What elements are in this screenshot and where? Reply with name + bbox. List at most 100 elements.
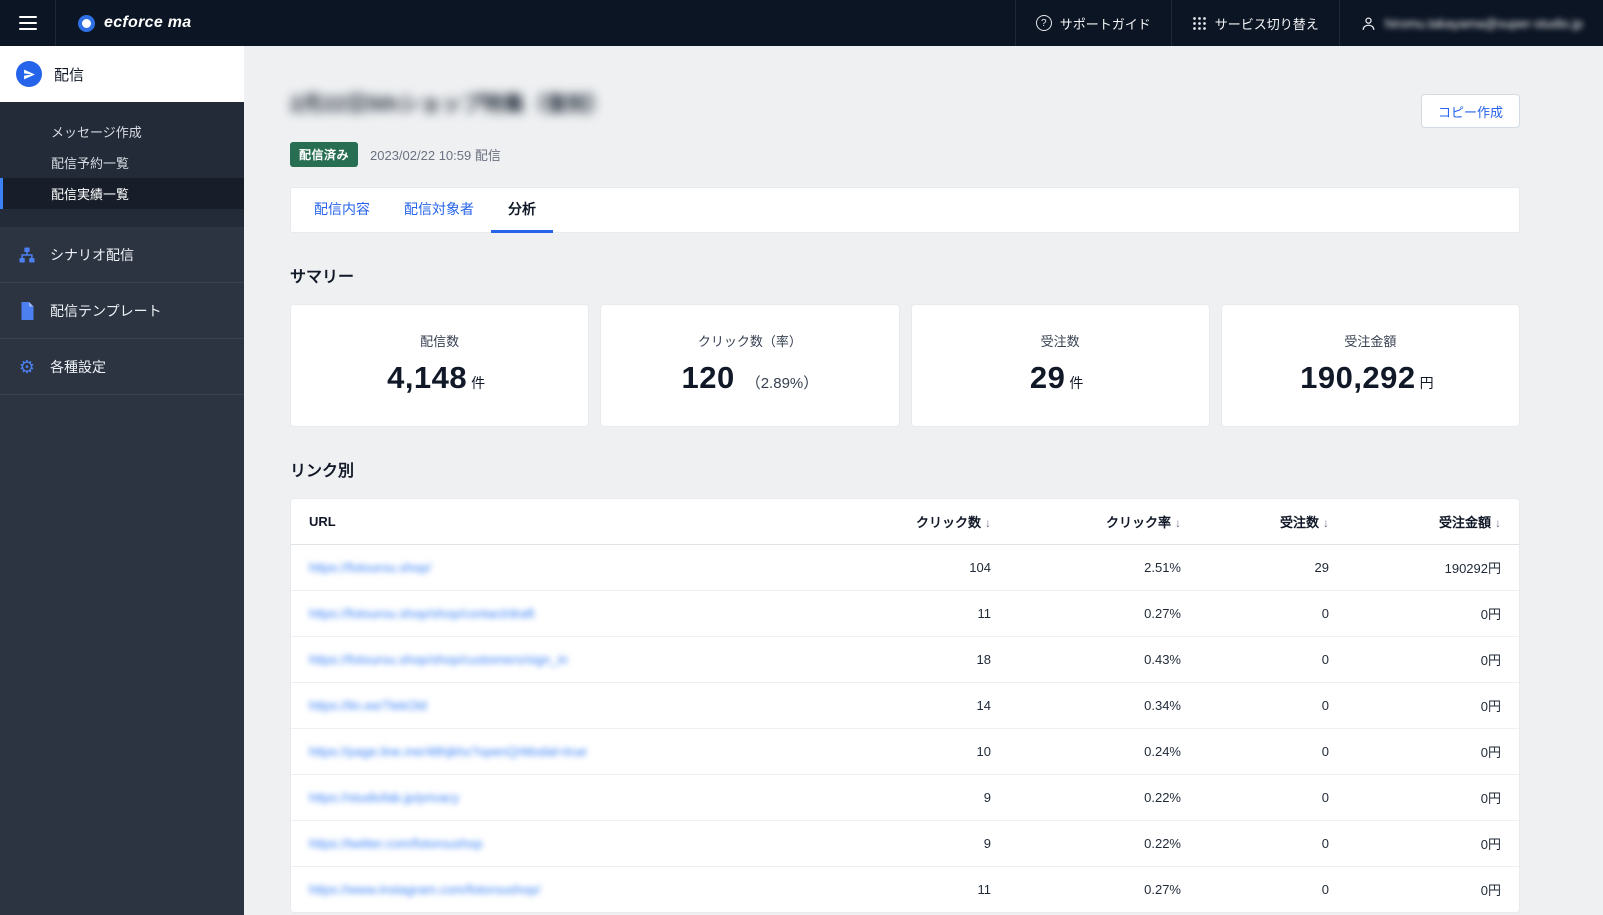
tab-delivery-content[interactable]: 配信内容: [314, 201, 370, 217]
click-rate-value: 0.22%: [1009, 820, 1199, 867]
url-link[interactable]: https://page.line.me/48hjkhx?openQrModal…: [309, 744, 587, 759]
tab-analysis[interactable]: 分析: [491, 188, 553, 233]
amount-value: 0円: [1347, 728, 1519, 775]
clicks-value: 11: [819, 590, 1009, 637]
topbar-left: ecforce ma: [0, 0, 214, 46]
sidebar-item-delivery-template[interactable]: 配信テンプレート: [0, 283, 244, 339]
status-badge: 配信済み: [290, 142, 359, 167]
orders-value: 0: [1199, 820, 1347, 867]
amount-value: 0円: [1347, 590, 1519, 637]
sidebar-item-delivery[interactable]: 配信: [0, 46, 244, 102]
url-link[interactable]: https://www.instagram.com/fotoroushop/: [309, 882, 541, 897]
clicks-value: 104: [819, 544, 1009, 591]
amount-value: 0円: [1347, 774, 1519, 821]
url-link[interactable]: https://lin.ee/7lekOld: [309, 698, 427, 713]
amount-value: 190292円: [1347, 544, 1519, 591]
column-header-url[interactable]: URL: [309, 514, 336, 529]
document-icon: [16, 301, 38, 320]
orders-value: 0: [1199, 682, 1347, 729]
send-icon: [16, 61, 42, 87]
detail-tabs: 配信内容 配信対象者 分析: [290, 187, 1520, 233]
sort-desc-icon[interactable]: ↓: [1323, 516, 1329, 530]
help-icon: ?: [1035, 15, 1052, 31]
url-link[interactable]: https://twitter.com/fotoroushop: [309, 836, 483, 851]
tab-delivery-audience[interactable]: 配信対象者: [404, 201, 474, 217]
topbar: ecforce ma ? サポートガイド サービス切り替え hiromu.tak…: [0, 0, 1603, 46]
card-sub-value: （2.89%）: [745, 375, 819, 392]
hamburger-icon: [18, 16, 37, 30]
service-switch-link[interactable]: サービス切り替え: [1170, 0, 1339, 46]
grid-icon: [1192, 16, 1206, 30]
card-label: 受注金額: [1344, 334, 1397, 349]
sidebar-template-label: 配信テンプレート: [50, 302, 162, 319]
click-rate-value: 2.51%: [1009, 544, 1199, 591]
card-value: 29 件: [922, 360, 1199, 396]
column-header-clicks[interactable]: クリック数: [915, 515, 981, 530]
card-value: 120 （2.89%）: [611, 360, 888, 396]
clicks-value: 10: [819, 728, 1009, 775]
gear-icon: ⚙: [18, 356, 36, 377]
sort-desc-icon[interactable]: ↓: [985, 516, 991, 530]
support-guide-label: サポートガイド: [1059, 16, 1151, 32]
card-value: 4,148 件: [301, 360, 578, 396]
column-header-click-rate[interactable]: クリック率: [1105, 515, 1171, 530]
sidebar-item-scenario-delivery[interactable]: シナリオ配信: [0, 227, 244, 283]
orders-value: 0: [1199, 728, 1347, 775]
page-title: 2月22日5thショップ特集（復刻）: [290, 93, 609, 116]
orders-value: 0: [1321, 882, 1329, 897]
amount-value: 0円: [1347, 682, 1519, 729]
click-rate-value: 0.27%: [1009, 590, 1199, 637]
table-header-row: URL クリック数 ↓ クリック率 ↓ 受注数 ↓ 受注金額 ↓: [291, 499, 1519, 545]
page-header: 2月22日5thショップ特集（復刻） コピー作成: [290, 88, 1520, 128]
sidebar-item-settings[interactable]: ⚙ 各種設定: [0, 339, 244, 395]
column-header-amount[interactable]: 受注金額: [1438, 515, 1491, 530]
copy-create-button[interactable]: コピー作成: [1420, 94, 1520, 128]
table-row: https://www.instagram.com/fotoroushop/ 1…: [291, 867, 1519, 913]
card-number: 190,292: [1300, 360, 1416, 395]
main-content: 2月22日5thショップ特集（復刻） コピー作成 配信済み 2023/02/22…: [244, 46, 1603, 915]
orders-value: 0: [1199, 774, 1347, 821]
table-row: https://twitter.com/fotoroushop 9 0.22% …: [291, 820, 1519, 867]
click-rate-value: 0.22%: [1009, 774, 1199, 821]
amount-value: 0円: [1347, 636, 1519, 683]
card-label: 受注数: [1040, 334, 1080, 349]
table-row: https://studiofab.jp/privacy 9 0.22% 0 0…: [291, 774, 1519, 821]
support-guide-link[interactable]: ? サポートガイド: [1014, 0, 1171, 46]
card-number: 120: [681, 360, 735, 395]
click-rate-value: 0.24%: [1009, 728, 1199, 775]
card-label: クリック数（率）: [697, 334, 802, 349]
column-header-orders[interactable]: 受注数: [1279, 515, 1319, 530]
sort-desc-icon[interactable]: ↓: [1495, 516, 1501, 530]
sort-desc-icon[interactable]: ↓: [1175, 516, 1181, 530]
orders-value: 29: [1199, 544, 1347, 591]
amount-value: 0円: [1480, 883, 1501, 898]
table-row: https://lin.ee/7lekOld 14 0.34% 0 0円: [291, 682, 1519, 729]
url-link[interactable]: https://fotourou.shop/shop/customers/sig…: [309, 652, 568, 667]
url-link[interactable]: https://fotourou.shop/: [309, 560, 432, 575]
url-link[interactable]: https://fotourou.shop/shop/contact/draft: [309, 606, 535, 621]
card-value: 190,292 円: [1232, 360, 1509, 396]
links-section-title: リンク別: [290, 463, 355, 480]
user-email: hiromu.takayama@super-studio.jp: [1384, 15, 1583, 31]
sidebar-item-message-create[interactable]: メッセージ作成: [51, 125, 142, 140]
links-table: URL クリック数 ↓ クリック率 ↓ 受注数 ↓ 受注金額 ↓ https://fot…: [291, 499, 1519, 912]
clicks-value: 18: [819, 636, 1009, 683]
clicks-value: 11: [977, 882, 992, 897]
url-link[interactable]: https://studiofab.jp/privacy: [309, 790, 460, 805]
hamburger-menu-button[interactable]: [0, 0, 56, 46]
clicks-value: 9: [819, 774, 1009, 821]
service-switch-label: サービス切り替え: [1214, 16, 1319, 32]
status-row: 配信済み 2023/02/22 10:59 配信: [290, 142, 1520, 167]
amount-value: 0円: [1347, 820, 1519, 867]
card-label: 配信数: [420, 334, 460, 349]
sidebar-item-delivery-schedule-list[interactable]: 配信予約一覧: [51, 156, 130, 171]
table-row: https://fotourou.shop/shop/customers/sig…: [291, 636, 1519, 683]
summary-section-title: サマリー: [290, 269, 355, 286]
topbar-right: ? サポートガイド サービス切り替え hiromu.takayama@super…: [1014, 0, 1603, 46]
sidebar-item-delivery-results-list[interactable]: 配信実績一覧: [0, 178, 244, 209]
user-account-menu[interactable]: hiromu.takayama@super-studio.jp: [1338, 0, 1603, 46]
sidebar: 配信 メッセージ作成 配信予約一覧 配信実績一覧 シナリオ配信: [0, 46, 244, 915]
delivery-submenu: メッセージ作成 配信予約一覧 配信実績一覧: [0, 102, 244, 227]
click-rate-value: 0.27%: [1144, 882, 1181, 897]
app-logo[interactable]: ecforce ma: [56, 14, 214, 32]
